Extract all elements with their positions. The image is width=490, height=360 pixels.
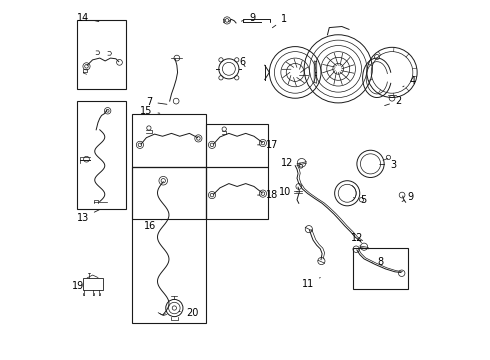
- Bar: [77, 101, 126, 209]
- Bar: [83, 278, 102, 291]
- Text: 16: 16: [144, 220, 163, 230]
- Text: 14: 14: [77, 13, 99, 23]
- Bar: [132, 114, 205, 167]
- Text: 8: 8: [371, 257, 384, 267]
- Text: 12: 12: [351, 233, 364, 243]
- Bar: [205, 125, 269, 167]
- Text: 17: 17: [258, 140, 278, 150]
- Bar: [132, 167, 205, 220]
- Text: 1: 1: [272, 14, 287, 28]
- Text: 3: 3: [380, 159, 396, 170]
- Text: 20: 20: [179, 309, 198, 318]
- Text: 4: 4: [403, 76, 416, 87]
- Text: 13: 13: [77, 210, 99, 222]
- Text: 5: 5: [353, 195, 366, 206]
- Text: 9: 9: [402, 192, 413, 202]
- Text: 15: 15: [140, 106, 160, 116]
- Text: 12: 12: [281, 158, 300, 168]
- Bar: [77, 21, 126, 89]
- Text: 7: 7: [146, 97, 167, 107]
- Text: 18: 18: [258, 190, 278, 200]
- Text: 10: 10: [279, 187, 298, 197]
- Bar: [132, 167, 205, 323]
- Bar: [205, 167, 269, 220]
- Text: 9: 9: [242, 13, 255, 23]
- Bar: [353, 248, 408, 289]
- Text: 2: 2: [385, 96, 401, 106]
- Text: 11: 11: [302, 278, 320, 289]
- Text: 6: 6: [239, 57, 245, 67]
- Text: 19: 19: [72, 281, 84, 291]
